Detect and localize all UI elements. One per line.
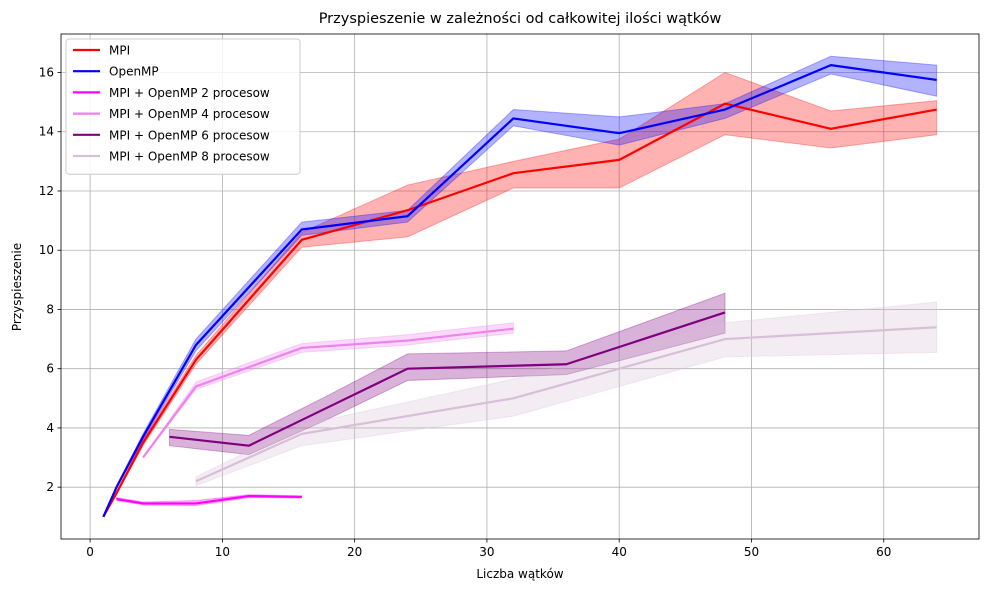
x-tick-label: 30	[479, 545, 494, 559]
x-tick-label: 0	[86, 545, 94, 559]
x-tick-label: 10	[215, 545, 230, 559]
legend-entry-3: MPI + OpenMP 2 procesow	[109, 86, 270, 100]
x-tick-label: 20	[347, 545, 362, 559]
y-tick-label: 4	[46, 421, 54, 435]
y-tick-label: 8	[46, 302, 54, 316]
series-band-4	[142, 322, 514, 458]
axis-ticks: 0 10 20 30 40 50 60 2 4 6 8 10 12 14 16	[39, 66, 892, 559]
x-axis-label: Liczba wątków	[476, 567, 563, 581]
legend-entry-1: MPI	[109, 44, 130, 58]
series-line-2	[102, 63, 937, 518]
series-line-4	[142, 327, 514, 459]
y-tick-label: 6	[46, 362, 54, 376]
x-tick-label: 40	[612, 545, 627, 559]
legend-entry-4: MPI + OpenMP 4 procesow	[109, 107, 270, 121]
y-tick-label: 10	[39, 243, 54, 257]
series-band-1	[102, 71, 938, 518]
legend-entry-6: MPI + OpenMP 8 procesow	[109, 150, 270, 164]
grid-lines	[61, 34, 979, 539]
series-line-3	[116, 494, 302, 505]
x-tick-label: 60	[876, 545, 891, 559]
confidence-bands	[102, 55, 938, 518]
series-band-5	[168, 292, 726, 456]
legend-box	[65, 38, 301, 175]
y-tick-label: 16	[39, 66, 54, 80]
x-tick-label: 50	[744, 545, 759, 559]
y-axis-label: Przyspieszenie	[10, 243, 24, 331]
chart-title: Przyspieszenie w zależności od całkowite…	[319, 11, 722, 27]
y-tick-label: 14	[39, 125, 54, 139]
series-band-6	[195, 301, 938, 487]
plot-frame	[60, 33, 980, 540]
series-band-2	[102, 55, 938, 517]
series-line-1	[102, 102, 937, 518]
legend-entry-5: MPI + OpenMP 6 procesow	[109, 128, 270, 142]
series-line-6	[195, 326, 937, 483]
legend: MPI OpenMP MPI + OpenMP 2 procesow MPI + Op…	[65, 38, 301, 175]
series-line-5	[169, 311, 726, 447]
legend-entry-2: OpenMP	[109, 65, 159, 79]
series-lines	[102, 63, 937, 518]
y-tick-label: 12	[39, 184, 54, 198]
y-tick-label: 2	[46, 480, 54, 494]
